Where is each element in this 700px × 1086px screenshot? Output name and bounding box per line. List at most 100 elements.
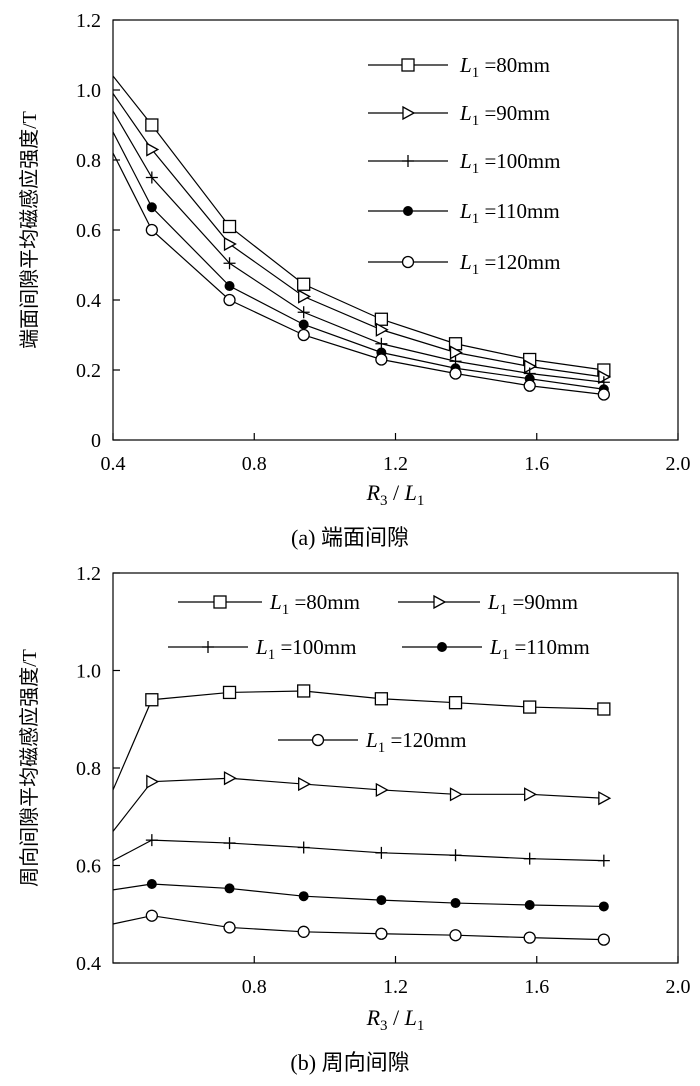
data-point bbox=[145, 834, 158, 847]
plot-frame bbox=[112, 19, 679, 441]
x-tick-label: 0.8 bbox=[242, 976, 267, 998]
legend-label-part: L bbox=[365, 728, 378, 752]
legend-label-part: =80mm bbox=[479, 53, 550, 77]
data-point bbox=[523, 852, 536, 865]
y-tick-label: 0.6 bbox=[76, 220, 101, 242]
legend-label-part: L bbox=[459, 53, 472, 77]
series-line bbox=[112, 110, 604, 383]
legend-label-part: =110mm bbox=[479, 199, 559, 223]
series-line bbox=[112, 690, 604, 791]
data-point bbox=[598, 901, 609, 912]
x-tick-label-part: 2.0 bbox=[666, 453, 691, 475]
y-tick-label-part: 1.2 bbox=[76, 563, 101, 585]
legend-entry: L1 =80mm bbox=[368, 53, 550, 81]
series-line bbox=[112, 75, 604, 371]
plot-frame bbox=[112, 572, 679, 964]
y-tick-label: 1.2 bbox=[76, 10, 101, 32]
x-tick-label: 1.6 bbox=[524, 453, 549, 475]
legend-label-part: 1 bbox=[472, 65, 480, 81]
legend-label-part: =100mm bbox=[275, 635, 356, 659]
data-point bbox=[146, 774, 160, 789]
x-axis-label: R3 / L1 bbox=[366, 480, 425, 509]
data-point bbox=[450, 898, 461, 909]
y-tick-label-part: 0.6 bbox=[76, 220, 101, 242]
data-point bbox=[223, 921, 236, 934]
x-axis-label-part: 1 bbox=[417, 1018, 425, 1034]
y-tick-label-part: 1.0 bbox=[76, 80, 101, 102]
data-point bbox=[598, 791, 612, 806]
legend-label-part: L bbox=[487, 590, 500, 614]
legend-marker bbox=[402, 155, 414, 167]
data-point bbox=[374, 312, 389, 326]
legend-label-part: 1 bbox=[472, 211, 480, 227]
legend-label-part: L bbox=[255, 635, 268, 659]
legend-label-part: 1 bbox=[472, 262, 480, 278]
data-point bbox=[375, 846, 388, 859]
data-point bbox=[297, 841, 310, 854]
legend-entry: L1 =90mm bbox=[368, 101, 550, 129]
legend-label-part: 1 bbox=[500, 602, 508, 618]
series-L1=80mm bbox=[112, 75, 611, 377]
x-tick-label-part: 1.6 bbox=[524, 976, 549, 998]
legend-marker bbox=[437, 642, 447, 652]
x-axis-label-part: R bbox=[366, 1005, 381, 1030]
series-L1=90mm bbox=[112, 771, 612, 832]
legend-marker bbox=[311, 733, 325, 747]
y-axis-label: 周向间隙平均磁感应强度/T bbox=[18, 649, 41, 887]
y-tick-label-part: 0.6 bbox=[76, 856, 101, 878]
x-axis-label-part: / bbox=[388, 1005, 405, 1030]
x-tick-label-part: 1.6 bbox=[524, 453, 549, 475]
legend-label-part: =110mm bbox=[509, 635, 589, 659]
x-tick-label: 1.6 bbox=[524, 976, 549, 998]
data-point bbox=[297, 306, 310, 319]
y-tick-label-part: 1.2 bbox=[76, 10, 101, 32]
legend-entry: L1 =110mm bbox=[368, 199, 560, 227]
legend-label-part: L bbox=[459, 199, 472, 223]
legend-entry: L1 =90mm bbox=[398, 590, 578, 618]
legend-label-part: 1 bbox=[472, 161, 480, 177]
data-point bbox=[298, 319, 309, 330]
legend-entry: L1 =80mm bbox=[178, 590, 360, 618]
x-axis-label-part: L bbox=[404, 1005, 417, 1030]
x-axis-label-part: L bbox=[404, 480, 417, 505]
y-tick-label-part: 0.4 bbox=[76, 290, 101, 312]
data-point bbox=[223, 771, 237, 786]
series-L1=80mm bbox=[112, 684, 611, 791]
data-point bbox=[524, 787, 538, 802]
x-axis-label-part: 3 bbox=[380, 1018, 388, 1034]
x-axis-label: R3 / L1 bbox=[366, 1005, 425, 1034]
data-point bbox=[298, 776, 312, 792]
data-point bbox=[223, 236, 237, 252]
legend-label-part: 1 bbox=[268, 647, 276, 663]
legend-label-part: =90mm bbox=[479, 101, 550, 125]
data-point bbox=[223, 257, 236, 270]
legend-label: L1 =100mm bbox=[459, 149, 560, 177]
legend-label-part: =80mm bbox=[289, 590, 360, 614]
data-point bbox=[375, 322, 389, 337]
y-tick-label: 0.8 bbox=[76, 758, 101, 780]
legend-label-part: =90mm bbox=[507, 590, 578, 614]
data-point bbox=[145, 223, 158, 237]
y-tick-label-part: 0.8 bbox=[76, 150, 101, 172]
legend-label: L1 =120mm bbox=[459, 250, 560, 278]
chart-panel-a: 0.4 0.8 1.2 1.6 2.000.20.40.60.81.01.2R3 / L… bbox=[18, 10, 691, 550]
data-point bbox=[597, 854, 610, 867]
x-tick-label: 0.4 bbox=[101, 453, 126, 475]
x-axis-label-part: 3 bbox=[380, 493, 388, 509]
data-point bbox=[224, 281, 235, 291]
data-point bbox=[523, 700, 537, 714]
legend-marker bbox=[403, 206, 413, 216]
series-line bbox=[112, 839, 604, 862]
legend-entry: L1 =100mm bbox=[168, 635, 356, 663]
series-line bbox=[112, 915, 604, 941]
data-point bbox=[449, 929, 462, 942]
data-point bbox=[222, 685, 237, 700]
chart-caption: (a) 端面间隙 bbox=[291, 525, 409, 550]
legend-label-part: =100mm bbox=[479, 149, 560, 173]
data-point bbox=[449, 849, 462, 862]
x-tick-label-part: 2.0 bbox=[666, 976, 691, 998]
x-tick-label: 0.8 bbox=[242, 453, 267, 475]
legend-label-part: 1 bbox=[472, 113, 480, 129]
data-point bbox=[448, 696, 463, 710]
data-point bbox=[597, 388, 610, 401]
